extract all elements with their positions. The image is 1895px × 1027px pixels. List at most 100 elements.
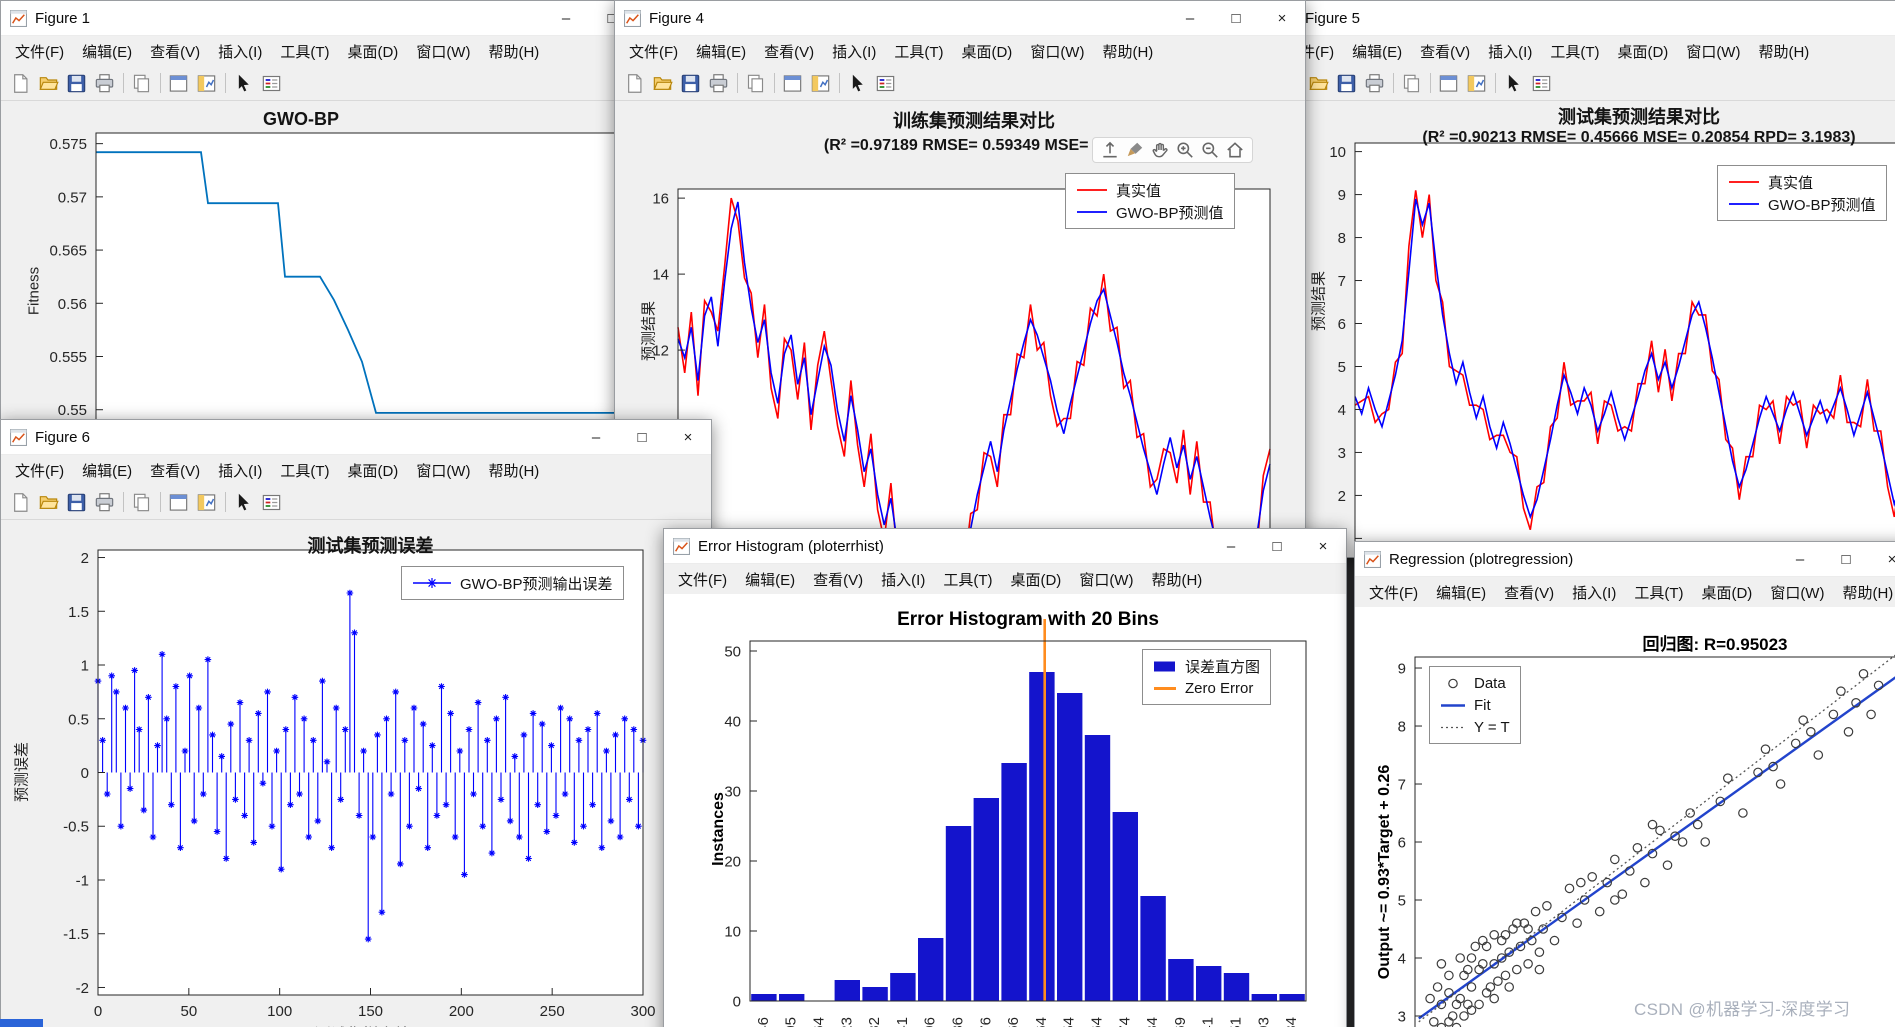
close-button[interactable]: ×	[1869, 542, 1895, 576]
print-icon[interactable]	[94, 492, 115, 513]
arrow-cursor-icon[interactable]	[233, 73, 254, 94]
menu-item-4[interactable]: 工具(T)	[280, 43, 330, 61]
print-icon[interactable]	[94, 73, 115, 94]
minimize-button[interactable]: –	[561, 9, 571, 27]
figure6-titlebar[interactable]: Figure 6 – □ ×	[1, 420, 711, 455]
menu-item-5[interactable]: 桌面(D)	[347, 462, 399, 480]
pan-icon[interactable]	[1150, 140, 1170, 160]
save-icon[interactable]	[66, 492, 87, 513]
menu-item-4[interactable]: 工具(T)	[1634, 584, 1684, 602]
maximize-button[interactable]: □	[607, 9, 617, 27]
menu-item-2[interactable]: 查看(V)	[150, 43, 201, 61]
dock-figure-icon[interactable]	[168, 492, 189, 513]
menu-item-1[interactable]: 编辑(E)	[696, 43, 747, 61]
menu-item-4[interactable]: 工具(T)	[1550, 43, 1600, 61]
menu-item-2[interactable]: 查看(V)	[150, 462, 201, 480]
menu-item-6[interactable]: 窗口(W)	[416, 43, 471, 61]
new-figure-icon[interactable]	[10, 73, 31, 94]
minimize-button[interactable]: –	[591, 428, 601, 446]
dock-figure-icon[interactable]	[1438, 73, 1459, 94]
menu-item-1[interactable]: 编辑(E)	[745, 571, 796, 589]
regression-titlebar[interactable]: Regression (plotregression) – □ ×	[1355, 542, 1895, 577]
fig4-legend[interactable]: 真实值 GWO-BP预测值	[1065, 173, 1235, 229]
export-icon[interactable]	[1100, 140, 1120, 160]
taskbar-chip[interactable]	[0, 1019, 43, 1027]
errhist-legend[interactable]: 误差直方图 Zero Error	[1142, 649, 1272, 705]
zoom-in-icon[interactable]	[1175, 140, 1195, 160]
menu-item-2[interactable]: 查看(V)	[1420, 43, 1471, 61]
menu-item-6[interactable]: 窗口(W)	[1770, 584, 1825, 602]
arrow-cursor-icon[interactable]	[233, 492, 254, 513]
maximize-button[interactable]: □	[1231, 9, 1241, 27]
plot-browser-icon[interactable]	[810, 73, 831, 94]
menu-item-5[interactable]: 桌面(D)	[1010, 571, 1062, 589]
close-button[interactable]: ×	[1318, 537, 1328, 555]
menu-item-6[interactable]: 窗口(W)	[1686, 43, 1741, 61]
open-icon[interactable]	[38, 73, 59, 94]
legend-icon[interactable]	[1531, 73, 1552, 94]
dock-figure-icon[interactable]	[168, 73, 189, 94]
open-icon[interactable]	[38, 492, 59, 513]
menu-item-1[interactable]: 编辑(E)	[1436, 584, 1487, 602]
menu-item-7[interactable]: 帮助(H)	[1842, 584, 1894, 602]
menu-item-0[interactable]: 文件(F)	[15, 462, 65, 480]
menu-item-3[interactable]: 插入(I)	[218, 43, 263, 61]
arrow-cursor-icon[interactable]	[1503, 73, 1524, 94]
fig5-legend[interactable]: 真实值 GWO-BP预测值	[1717, 165, 1887, 221]
minimize-button[interactable]: –	[1185, 9, 1195, 27]
menu-item-4[interactable]: 工具(T)	[894, 43, 944, 61]
figure1-titlebar[interactable]: Figure 1 – □ ×	[1, 1, 681, 36]
maximize-button[interactable]: □	[637, 428, 647, 446]
plot-browser-icon[interactable]	[196, 73, 217, 94]
legend-icon[interactable]	[261, 73, 282, 94]
menu-item-1[interactable]: 编辑(E)	[82, 462, 133, 480]
figure5-titlebar[interactable]: Figure 5 – □ ×	[1271, 1, 1895, 36]
maximize-button[interactable]: □	[1272, 537, 1282, 555]
print-icon[interactable]	[1364, 73, 1385, 94]
menu-item-3[interactable]: 插入(I)	[881, 571, 926, 589]
menu-item-0[interactable]: 文件(F)	[1369, 584, 1419, 602]
save-icon[interactable]	[1336, 73, 1357, 94]
fig6-legend[interactable]: GWO-BP预测输出误差	[401, 566, 624, 600]
menu-item-5[interactable]: 桌面(D)	[961, 43, 1013, 61]
save-icon[interactable]	[66, 73, 87, 94]
copy-icon[interactable]	[131, 492, 152, 513]
open-icon[interactable]	[652, 73, 673, 94]
regression-legend[interactable]: Data Fit Y = T	[1429, 666, 1521, 744]
figure4-titlebar[interactable]: Figure 4 – □ ×	[615, 1, 1305, 36]
menu-item-3[interactable]: 插入(I)	[218, 462, 263, 480]
plot-browser-icon[interactable]	[1466, 73, 1487, 94]
close-button[interactable]: ×	[683, 428, 693, 446]
minimize-button[interactable]: –	[1795, 550, 1805, 568]
menu-item-2[interactable]: 查看(V)	[764, 43, 815, 61]
dock-figure-icon[interactable]	[782, 73, 803, 94]
home-icon[interactable]	[1225, 140, 1245, 160]
zoom-out-icon[interactable]	[1200, 140, 1220, 160]
menu-item-7[interactable]: 帮助(H)	[1102, 43, 1154, 61]
minimize-button[interactable]: –	[1226, 537, 1236, 555]
menu-item-3[interactable]: 插入(I)	[1572, 584, 1617, 602]
menu-item-0[interactable]: 文件(F)	[629, 43, 679, 61]
plot-browser-icon[interactable]	[196, 492, 217, 513]
menu-item-2[interactable]: 查看(V)	[813, 571, 864, 589]
menu-item-7[interactable]: 帮助(H)	[1758, 43, 1810, 61]
menu-item-1[interactable]: 编辑(E)	[82, 43, 133, 61]
menu-item-2[interactable]: 查看(V)	[1504, 584, 1555, 602]
legend-icon[interactable]	[875, 73, 896, 94]
save-icon[interactable]	[680, 73, 701, 94]
menu-item-7[interactable]: 帮助(H)	[1151, 571, 1203, 589]
maximize-button[interactable]: □	[1841, 550, 1851, 568]
legend-icon[interactable]	[261, 492, 282, 513]
menu-item-3[interactable]: 插入(I)	[832, 43, 877, 61]
menu-item-0[interactable]: 文件(F)	[678, 571, 728, 589]
menu-item-6[interactable]: 窗口(W)	[416, 462, 471, 480]
menu-item-3[interactable]: 插入(I)	[1488, 43, 1533, 61]
menu-item-5[interactable]: 桌面(D)	[347, 43, 399, 61]
errhist-titlebar[interactable]: Error Histogram (ploterrhist) – □ ×	[664, 529, 1346, 564]
copy-icon[interactable]	[745, 73, 766, 94]
new-figure-icon[interactable]	[10, 492, 31, 513]
menu-item-0[interactable]: 文件(F)	[15, 43, 65, 61]
menu-item-7[interactable]: 帮助(H)	[488, 462, 540, 480]
arrow-cursor-icon[interactable]	[847, 73, 868, 94]
close-button[interactable]: ×	[1277, 9, 1287, 27]
